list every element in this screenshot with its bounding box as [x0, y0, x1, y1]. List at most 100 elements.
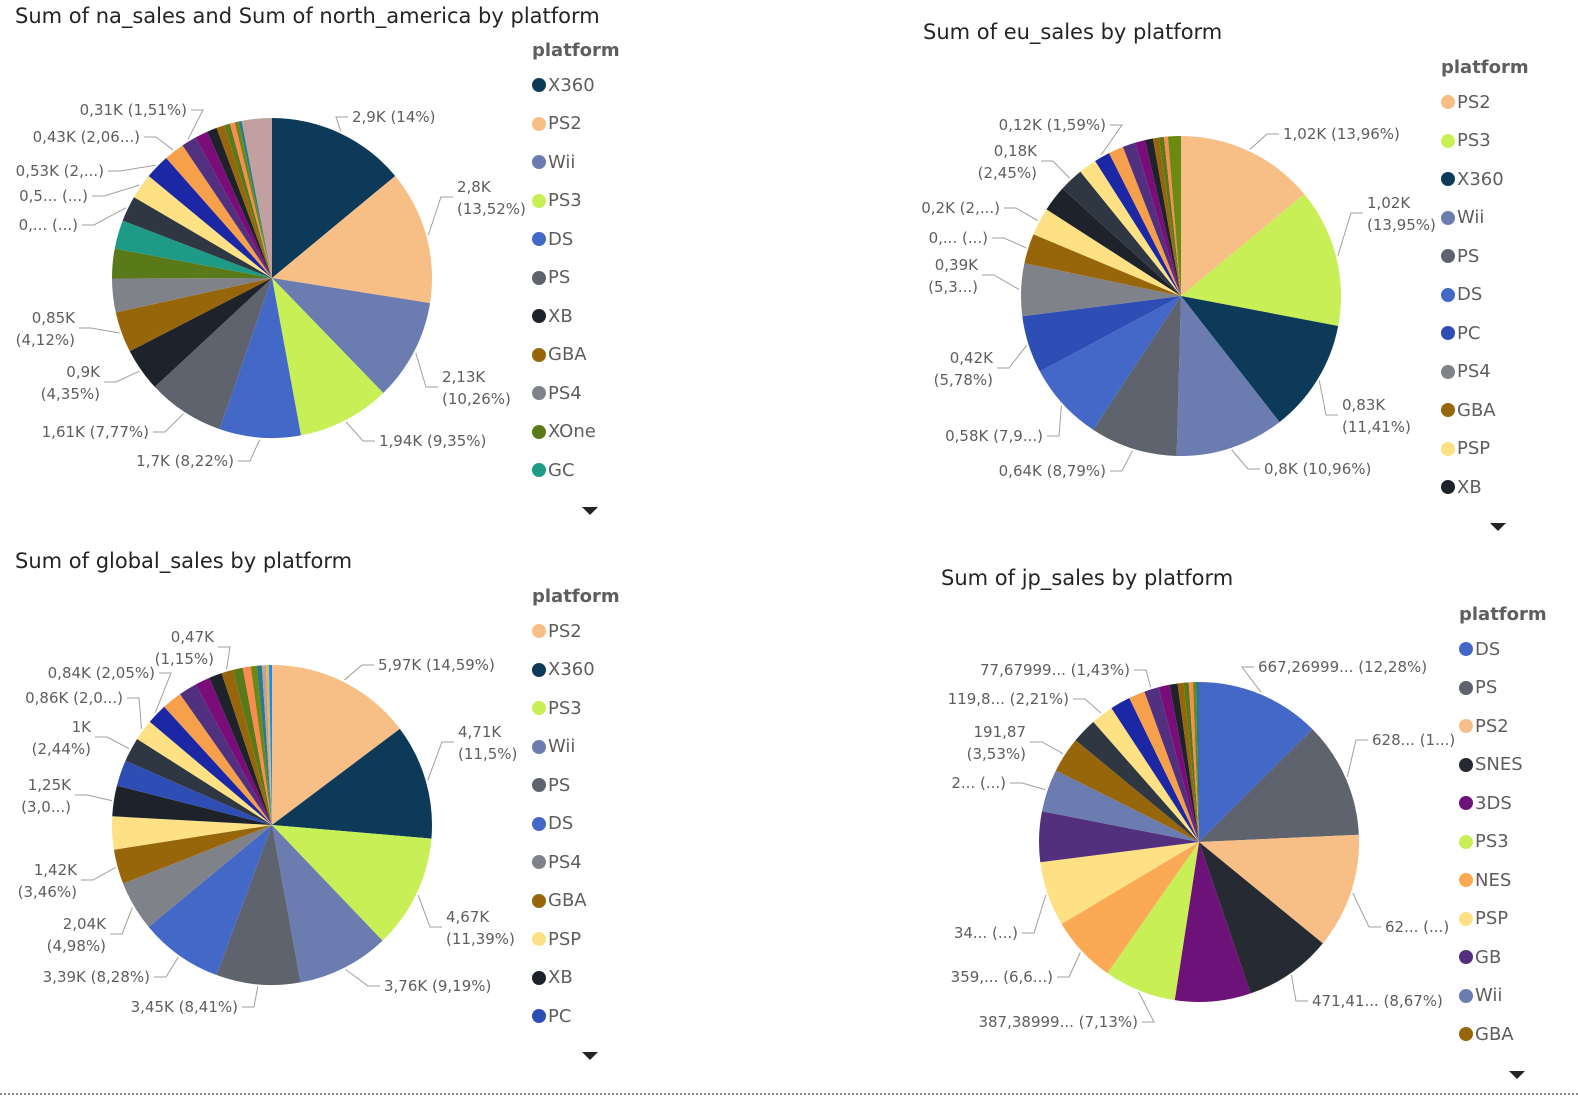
pie-slice[interactable] [1122, 142, 1181, 296]
legend-item-wii[interactable]: Wii [1459, 977, 1547, 1016]
pie-slice[interactable] [1093, 708, 1199, 842]
pie-slice-psp[interactable] [1033, 209, 1181, 296]
pie-slice[interactable] [1158, 136, 1181, 296]
pie-slice[interactable] [256, 665, 272, 825]
pie-slice[interactable] [209, 673, 272, 825]
pie-slice-ps[interactable] [1093, 296, 1181, 456]
pie-slice[interactable] [1192, 682, 1199, 842]
pie-slice[interactable] [1177, 682, 1199, 842]
legend-item-ps[interactable]: PS [1459, 669, 1547, 708]
pie-slice[interactable] [1183, 682, 1199, 842]
legend-item-gba[interactable]: GBA [1459, 1015, 1547, 1054]
legend-item-snes[interactable]: SNES [1459, 746, 1547, 785]
legend-item-wii[interactable]: Wii [532, 728, 620, 767]
legend-item-gba[interactable]: GBA [532, 336, 620, 375]
pie-slice-ps3[interactable] [272, 825, 432, 941]
legend-item-ps2[interactable]: PS2 [1459, 707, 1547, 746]
pie-slice[interactable] [133, 176, 272, 278]
pie-slice-ps[interactable] [154, 278, 272, 430]
legend-item-x360[interactable]: X360 [532, 651, 620, 690]
pie-slice[interactable] [1080, 161, 1181, 296]
pie-slice-snes[interactable] [1199, 842, 1323, 994]
pie-slice-ps3[interactable] [1107, 842, 1199, 1001]
pie-slice-gba[interactable] [115, 278, 273, 352]
legend-item-gba[interactable]: GBA [532, 882, 620, 921]
legend-item-gc[interactable]: GC [532, 451, 620, 490]
legend-item-wii[interactable]: Wii [1441, 199, 1529, 238]
pie-slice[interactable] [1129, 691, 1199, 842]
legend-item-xb[interactable]: XB [532, 297, 620, 336]
pie-slice-wii[interactable] [272, 278, 431, 393]
pie-slice-ps3[interactable] [1181, 194, 1342, 326]
legend-item-psp[interactable]: PSP [1441, 430, 1529, 469]
legend-item-x360[interactable]: X360 [1441, 160, 1529, 199]
legend-item-ps2[interactable]: PS2 [1441, 83, 1529, 122]
pie-slice[interactable] [1152, 137, 1181, 296]
pie-slice[interactable] [238, 120, 272, 279]
pie-slice[interactable] [122, 197, 272, 278]
pie-slice[interactable] [1169, 683, 1199, 842]
pie-slice[interactable] [195, 131, 272, 278]
pie-slice-x360[interactable] [272, 118, 396, 278]
pie-slice[interactable] [1195, 682, 1199, 842]
pie-slice-xb[interactable] [112, 785, 272, 825]
pie-slice[interactable] [265, 665, 272, 825]
pie-slice[interactable] [166, 145, 272, 278]
legend-item-nes[interactable]: NES [1459, 861, 1547, 900]
pie-slice[interactable] [261, 665, 272, 825]
pie-slice[interactable] [1144, 687, 1199, 842]
legend-item-ps4[interactable]: PS4 [532, 843, 620, 882]
pie-slice[interactable] [1095, 153, 1181, 296]
pie-slice[interactable] [125, 738, 273, 825]
pie-slice-nes[interactable] [1061, 842, 1199, 974]
pie-slice-ds[interactable] [1039, 296, 1181, 430]
legend-item-wii[interactable]: Wii [532, 143, 620, 182]
pie-slice[interactable] [229, 122, 272, 279]
pie-slice-x360[interactable] [272, 728, 432, 839]
pie-slice-ps4[interactable] [1021, 263, 1181, 317]
legend-scroll-down-icon[interactable] [1509, 1071, 1525, 1079]
legend-item-xb[interactable]: XB [532, 959, 620, 998]
pie-slice-gb[interactable] [1039, 811, 1199, 863]
pie-slice[interactable] [268, 665, 272, 825]
pie-slice[interactable] [221, 669, 272, 825]
legend-item-ds[interactable]: DS [532, 805, 620, 844]
pie-slice[interactable] [195, 677, 272, 825]
legend-item-xb[interactable]: XB [1441, 468, 1529, 507]
pie-slice-ps4[interactable] [123, 825, 272, 927]
pie-slice-ps3[interactable] [272, 278, 384, 436]
legend-item-ps4[interactable]: PS4 [1441, 353, 1529, 392]
pie-slice-wii[interactable] [272, 825, 383, 983]
legend-item-pc[interactable]: PC [1441, 314, 1529, 353]
legend-item-ps[interactable]: PS [532, 766, 620, 805]
legend-item-ps[interactable]: PS [532, 259, 620, 298]
pie-slice-gba[interactable] [1024, 234, 1181, 296]
pie-slice-x360[interactable] [1181, 296, 1339, 423]
legend-item-ps3[interactable]: PS3 [1459, 823, 1547, 862]
pie-slice-ps4[interactable] [112, 278, 273, 313]
pie-slice-gc[interactable] [114, 220, 272, 278]
legend-item-3ds[interactable]: 3DS [1459, 784, 1547, 823]
pie-slice-ds[interactable] [219, 278, 301, 438]
pie-slice[interactable] [232, 667, 272, 825]
pie-slice-ds[interactable] [148, 825, 272, 976]
pie-slice-ps2[interactable] [1181, 136, 1305, 296]
legend-item-psp[interactable]: PSP [1459, 900, 1547, 939]
pie-slice[interactable] [234, 121, 272, 279]
pie-slice[interactable] [1188, 682, 1199, 842]
legend-item-xone[interactable]: XOne [532, 413, 620, 452]
pie-slice-3ds[interactable] [1174, 842, 1251, 1002]
pie-slice[interactable] [207, 127, 272, 278]
pie-slice[interactable] [1111, 697, 1199, 842]
pie-slice[interactable] [241, 118, 272, 278]
pie-slice[interactable] [242, 666, 272, 825]
pie-slice-xb[interactable] [1046, 188, 1181, 296]
legend-item-gba[interactable]: GBA [1441, 391, 1529, 430]
pie-slice-ps[interactable] [1199, 729, 1359, 842]
legend-item-ps2[interactable]: PS2 [532, 105, 620, 144]
pie-slice-wii[interactable] [1176, 296, 1280, 456]
pie-slice-ps[interactable] [216, 825, 301, 985]
legend-item-ps3[interactable]: PS3 [532, 182, 620, 221]
legend-item-ps2[interactable]: PS2 [532, 612, 620, 651]
pie-slice-ds[interactable] [1199, 682, 1313, 842]
